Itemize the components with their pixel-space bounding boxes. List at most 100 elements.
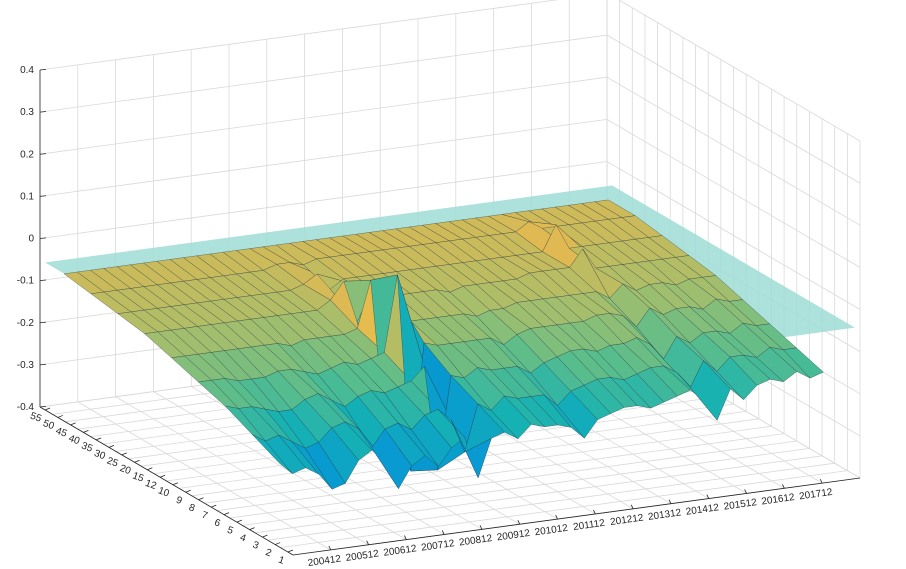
x-tick-label: 200412	[307, 554, 342, 569]
z-tick-mark	[39, 363, 47, 366]
z-tick-label: -0.4	[17, 402, 35, 413]
x-tick-mark	[593, 509, 596, 515]
surface-patch	[782, 347, 824, 379]
y-tick-label: 8	[187, 502, 196, 514]
y-tick-mark	[147, 467, 153, 471]
x-tick-label: 201112	[572, 518, 606, 533]
z-tick-label: 0.4	[20, 65, 34, 76]
z-tick-mark	[39, 237, 47, 239]
x-tick-mark	[744, 489, 747, 494]
y-tick-label: 7	[200, 510, 209, 522]
x-tick-mark	[441, 530, 445, 535]
y-tick-label: 2	[264, 547, 273, 559]
x-tick-label: 201312	[647, 507, 682, 523]
x-tick-label: 200912	[496, 528, 531, 544]
floor-grid-y	[242, 448, 810, 526]
y-axis-line	[39, 406, 294, 556]
axis-layer	[39, 69, 861, 556]
x-tick-label: 201012	[534, 523, 569, 539]
y-tick-mark	[287, 549, 294, 553]
x-tick-label: 200512	[345, 548, 380, 564]
wall-grid-z	[39, 34, 861, 184]
x-tick-mark	[555, 514, 558, 520]
z-tick-mark	[39, 195, 47, 197]
x-tick-mark	[366, 540, 369, 545]
y-tick-label: 4	[238, 532, 247, 544]
wall-grid-z	[39, 161, 861, 310]
z-tick-mark	[39, 111, 47, 113]
z-tick-label: 0.2	[20, 149, 34, 160]
x-tick-mark	[517, 520, 521, 525]
y-tick-label: 10	[156, 485, 171, 499]
z-tick-label: -0.1	[17, 276, 35, 287]
wall-grid-z	[39, 0, 861, 142]
z-tick-mark	[39, 321, 47, 324]
y-tick-label: 35	[80, 441, 95, 455]
y-tick-label: 50	[41, 418, 56, 432]
y-tick-label: 55	[29, 411, 44, 425]
y-tick-mark	[275, 542, 281, 545]
wall-grid-z	[39, 76, 861, 226]
y-tick-mark	[134, 459, 140, 463]
y-tick-label: 45	[54, 426, 69, 440]
x-tick-label: 200812	[458, 533, 493, 549]
x-tick-mark	[782, 484, 785, 489]
x-tick-mark	[404, 535, 407, 540]
x-axis-line	[292, 477, 861, 556]
z-tick-label: -0.3	[17, 360, 35, 371]
y-tick-mark	[185, 489, 191, 493]
y-tick-label: 5	[226, 525, 235, 537]
y-tick-label: 12	[144, 478, 159, 492]
y-tick-mark	[96, 437, 102, 441]
x-tick-label: 201212	[610, 512, 645, 528]
z-tick-label: 0	[28, 234, 34, 245]
z-tick-mark	[39, 69, 47, 71]
x-tick-label: 200712	[421, 538, 456, 554]
x-tick-label: 201612	[761, 492, 796, 508]
y-tick-mark	[262, 534, 268, 538]
y-tick-label: 6	[213, 517, 222, 529]
y-tick-mark	[198, 497, 204, 501]
floor-grid-y	[267, 462, 835, 541]
y-tick-label: 15	[131, 470, 146, 484]
wall-grid-z	[39, 118, 861, 268]
x-tick-label: 201712	[799, 487, 834, 503]
z-tick-label: 0.3	[20, 107, 34, 118]
y-tick-label: 1	[277, 555, 286, 567]
x-tick-mark	[328, 545, 332, 551]
y-tick-label: 30	[92, 448, 107, 462]
z-tick-mark	[39, 406, 47, 408]
floor-grid-y	[280, 470, 848, 548]
y-tick-mark	[83, 430, 89, 433]
x-tick-label: 200612	[383, 543, 418, 559]
y-tick-mark	[121, 452, 127, 456]
floor-grid-y	[217, 433, 785, 511]
x-tick-mark	[819, 478, 823, 484]
tick-label-layer: 0.4 0.3 0.2 0.1 0 -0.1 -0.2 -0.3 -0.4 200412 20051…	[17, 65, 834, 569]
z-tick-label: 0.1	[20, 191, 34, 202]
surface-layer	[63, 199, 824, 490]
y-tick-label: 9	[174, 495, 183, 507]
y-tick-mark	[211, 504, 217, 508]
y-tick-mark	[70, 422, 76, 426]
floor-grid-y	[254, 455, 823, 534]
z-tick-label: -0.2	[17, 318, 35, 329]
y-tick-label: 3	[251, 540, 260, 552]
z-tick-mark	[39, 153, 47, 155]
y-tick-mark	[172, 482, 179, 486]
y-tick-mark	[159, 474, 166, 478]
x-tick-mark	[630, 504, 634, 509]
y-tick-mark	[108, 444, 115, 448]
y-tick-mark	[223, 512, 230, 516]
x-tick-label: 201512	[723, 497, 758, 513]
x-tick-mark	[479, 525, 483, 530]
y-tick-mark	[249, 527, 255, 530]
x-tick-mark	[668, 499, 672, 504]
y-tick-mark	[44, 407, 51, 411]
z-tick-mark	[39, 279, 47, 282]
y-tick-mark	[57, 415, 63, 418]
floor-grid-y	[204, 425, 772, 504]
y-tick-mark	[236, 519, 242, 523]
y-tick-label: 40	[67, 433, 82, 447]
